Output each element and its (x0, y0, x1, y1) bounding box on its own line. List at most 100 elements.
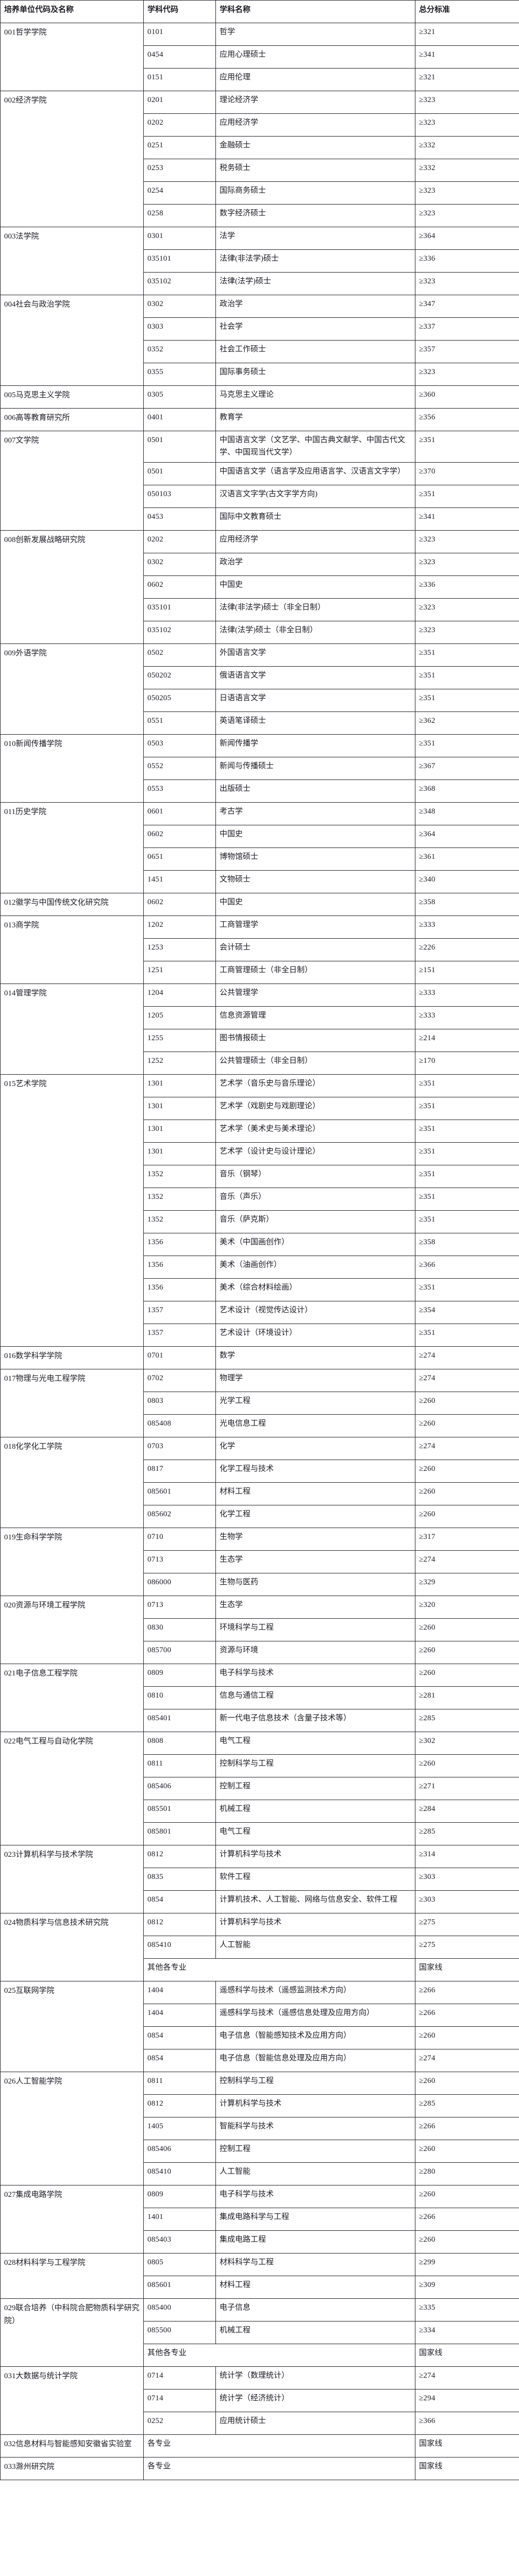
discipline-name-cell: 材料科学与工程 (215, 2253, 415, 2277)
table-row: 013商学院 1202 工商管理学 ≥333 (0, 916, 519, 985)
total-score-cell: ≥364 (415, 825, 519, 849)
table-row: 085601 材料工程 ≥309 (1, 2276, 519, 2299)
discipline-name-cell: 政治学 (215, 295, 415, 318)
discipline-code-cell: 1404 (143, 2004, 216, 2027)
discipline-name-cell: 艺术学（美术史与美术理论） (215, 1120, 415, 1143)
discipline-name-cell: 化学工程 (215, 1505, 415, 1529)
total-score-cell: ≥347 (415, 295, 519, 318)
total-score-cell: ≥351 (415, 1097, 519, 1121)
discipline-code-cell: 085501 (143, 1800, 216, 1823)
discipline-name-cell: 日语语言文学 (215, 689, 415, 713)
score-standards-table: 培养单位代码及名称 学科代码 学科名称 总分标准 001哲学学院 0101 哲学 ≥3… (0, 0, 519, 2481)
table-row: 0812 计算机科学与技术 ≥285 (1, 2094, 519, 2118)
total-score-cell: ≥260 (415, 1414, 519, 1438)
table-header-row: 培养单位代码及名称 学科代码 学科名称 总分标准 (0, 0, 519, 23)
table-row: 035101 法律(非法学)硕士（非全日制） ≥323 (1, 598, 519, 622)
discipline-code-cell: 0355 (143, 363, 216, 386)
total-score-cell: ≥151 (415, 961, 519, 985)
table-row: 016数学科学学院 0701 数学 ≥274 (0, 1346, 519, 1370)
table-row: 019生命科学学院 0710 生物学 ≥317 (0, 1528, 519, 1597)
table-row: 020资源与环境工程学院 0713 生态学 ≥320 (0, 1596, 519, 1665)
total-score-cell: ≥360 (415, 385, 519, 409)
table-row: 033滁州研究院 各专业 国家线 (0, 2457, 519, 2481)
total-score-cell: ≥280 (415, 2162, 519, 2186)
table-row: 014管理学院 1204 公共管理学 ≥333 (0, 984, 519, 1075)
discipline-code-cell: 1301 (143, 1120, 216, 1143)
discipline-code-cell: 1404 (143, 1981, 216, 2005)
discipline-name-cell: 控制工程 (215, 2140, 415, 2163)
discipline-code-cell: 085406 (143, 1777, 216, 1801)
discipline-code-cell: 0713 (143, 1596, 216, 1619)
discipline-name-cell: 中国史 (215, 575, 415, 599)
total-score-cell: ≥323 (415, 113, 519, 137)
total-score-cell: ≥260 (415, 2072, 519, 2095)
discipline-name-cell: 应用心理硕士 (215, 45, 415, 69)
discipline-name-cell: 计算机科学与技术 (215, 1913, 415, 1937)
table-row: 0252 应用统计硕士 ≥366 (1, 2412, 519, 2435)
discipline-name-cell: 机械工程 (215, 1800, 415, 1823)
table-row: 0251 金融硕士 ≥332 (1, 136, 519, 159)
discipline-name-cell: 工商管理学 (215, 916, 415, 939)
unit-cell: 026人工智能学院 (0, 2072, 144, 2186)
total-score-cell: ≥357 (415, 340, 519, 363)
discipline-code-cell: 0252 (143, 2412, 216, 2435)
discipline-code-cell: 0854 (143, 2026, 216, 2050)
discipline-code-cell: 0552 (143, 757, 216, 781)
total-score-cell: ≥351 (415, 689, 519, 713)
discipline-code-cell: 0151 (143, 68, 216, 91)
unit-cell: 020资源与环境工程学院 (0, 1596, 144, 1665)
table-row: 035102 法律(法学)硕士 ≥323 (1, 272, 519, 295)
table-row: 085408 光电信息工程 ≥260 (1, 1414, 519, 1438)
discipline-code-cell: 0854 (143, 1890, 216, 1914)
discipline-code-cell: 050202 (143, 666, 216, 690)
discipline-name-cell: 出版硕士 (215, 779, 415, 803)
table-row: 050103 汉语言文字学(古文字学方向) ≥351 (1, 485, 519, 509)
discipline-name-cell: 公共管理学 (215, 984, 415, 1007)
discipline-code-cell: 0811 (143, 2072, 216, 2095)
table-row: 026人工智能学院 0811 控制科学与工程 ≥260 (0, 2072, 519, 2186)
total-score-cell: ≥214 (415, 1029, 519, 1053)
discipline-name-cell: 新闻传播学 (215, 734, 415, 758)
total-score-cell: ≥351 (415, 1120, 519, 1143)
table-row: 0651 博物馆硕士 ≥361 (1, 848, 519, 871)
discipline-code-cell: 1251 (143, 961, 216, 985)
unit-cell: 007文学院 (0, 430, 144, 531)
discipline-code-cell: 1301 (143, 1142, 216, 1166)
discipline-name-cell: 中国史 (215, 893, 415, 917)
discipline-name-cell: 生物学 (215, 1528, 415, 1551)
table-row: 1252 公共管理硕士（非全日制） ≥170 (1, 1052, 519, 1075)
discipline-name-cell: 电子信息 (215, 2298, 415, 2322)
catchall-label-cell: 其他各专业 (143, 1958, 415, 1982)
total-score-cell: ≥351 (415, 1165, 519, 1189)
unit-cell: 013商学院 (0, 916, 144, 985)
discipline-code-cell: 0809 (143, 1664, 216, 1687)
discipline-name-cell: 社会工作硕士 (215, 340, 415, 363)
total-score-cell: ≥266 (415, 1981, 519, 2005)
table-row: 1352 音乐（钢琴） ≥351 (1, 1165, 519, 1189)
total-score-cell: ≥285 (415, 1709, 519, 1733)
table-row: 085410 人工智能 ≥275 (1, 1936, 519, 1959)
discipline-name-cell: 数字经济硕士 (215, 204, 415, 227)
table-row: 005马克思主义学院 0305 马克思主义理论 ≥360 (0, 385, 519, 409)
table-row: 1253 会计硕士 ≥226 (1, 938, 519, 962)
discipline-code-cell: 0811 (143, 1754, 216, 1778)
discipline-code-cell: 1352 (143, 1165, 216, 1189)
total-score-cell: ≥351 (415, 1074, 519, 1098)
unit-cell: 031大数据与统计学院 (0, 2366, 144, 2435)
table-row: 其他各专业 国家线 (1, 2344, 519, 2367)
discipline-name-cell: 计算机科学与技术 (215, 1845, 415, 1869)
table-row: 031大数据与统计学院 0714 统计学（数理统计） ≥274 (0, 2366, 519, 2435)
total-score-cell: ≥333 (415, 1006, 519, 1030)
discipline-code-cell: 0553 (143, 779, 216, 803)
discipline-name-cell: 博物馆硕士 (215, 848, 415, 871)
discipline-code-cell: 0714 (143, 2389, 216, 2413)
discipline-code-cell: 0817 (143, 1460, 216, 1483)
unit-cell: 002经济学院 (0, 91, 144, 227)
table-row: 035101 法律(非法学)硕士 ≥336 (1, 249, 519, 273)
total-score-cell: ≥361 (415, 848, 519, 871)
discipline-code-cell: 0803 (143, 1392, 216, 1415)
discipline-code-cell: 0812 (143, 1913, 216, 1937)
table-row: 029联合培养（中科院合肥物质科学研究院） 085400 电子信息 ≥335 (0, 2298, 519, 2367)
discipline-code-cell: 050103 (143, 485, 216, 509)
discipline-code-cell: 1202 (143, 916, 216, 939)
